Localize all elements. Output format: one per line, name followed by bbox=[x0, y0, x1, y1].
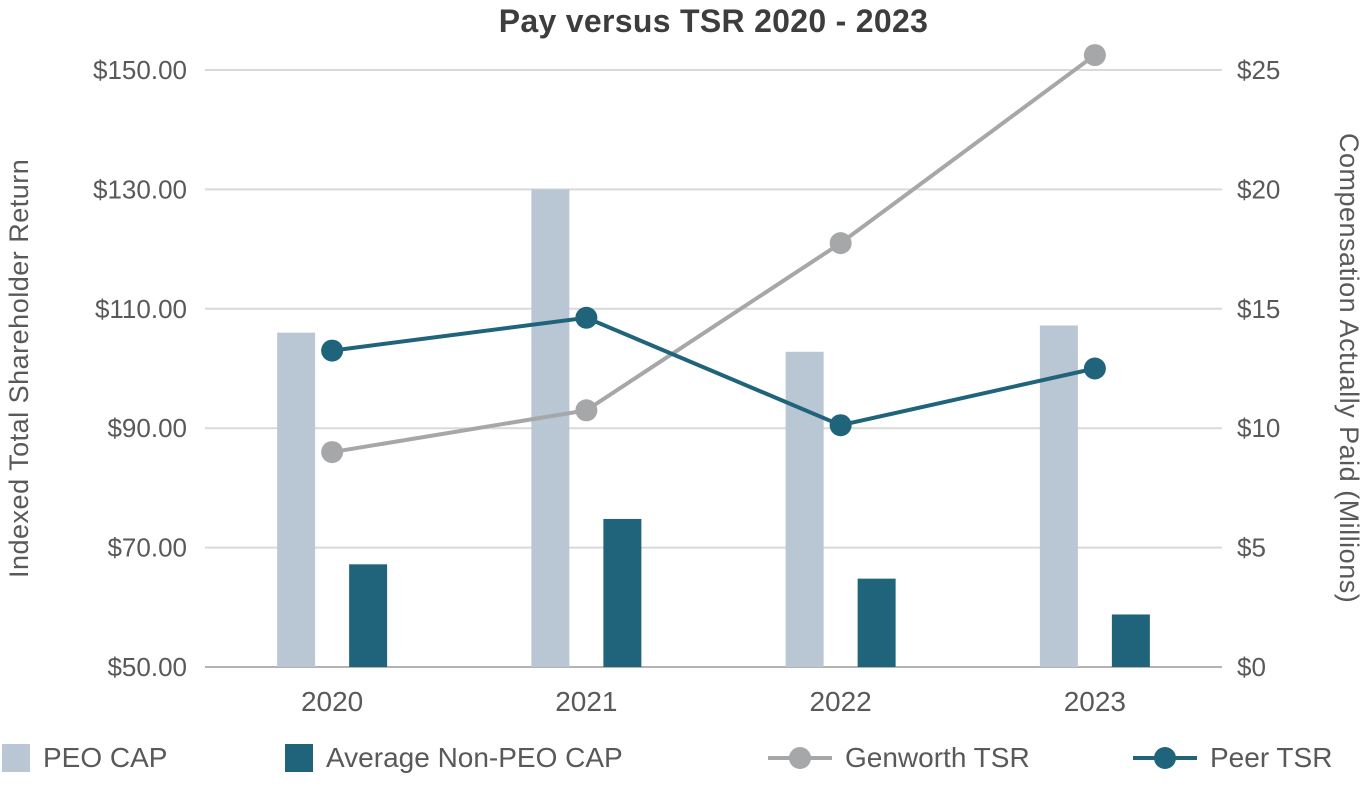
marker-peer-tsr bbox=[575, 306, 598, 329]
legend-item-average-non-peo-cap: Average Non-PEO CAP bbox=[285, 742, 623, 774]
marker-peer-tsr bbox=[829, 414, 852, 437]
marker-genworth-tsr bbox=[829, 232, 852, 255]
left-axis-tick-label: $50.00 bbox=[107, 652, 187, 682]
legend-line-marker-peer-tsr bbox=[1133, 744, 1197, 772]
bar-average-non-peo-cap bbox=[1111, 614, 1150, 667]
legend-swatch-peo-cap bbox=[2, 744, 30, 772]
left-axis-tick-label: $70.00 bbox=[107, 533, 187, 563]
left-axis-tick-label: $150.00 bbox=[93, 55, 187, 85]
bar-average-non-peo-cap bbox=[857, 578, 896, 667]
x-axis-tick-label: 2023 bbox=[1064, 686, 1126, 717]
legend-label-peo-cap: PEO CAP bbox=[43, 742, 168, 773]
x-axis-tick-label: 2021 bbox=[555, 686, 617, 717]
x-axis-tick-label: 2022 bbox=[809, 686, 871, 717]
bar-peo-cap bbox=[531, 189, 570, 667]
right-axis-tick-label: $20 bbox=[1237, 174, 1280, 204]
bar-average-non-peo-cap bbox=[603, 518, 642, 667]
right-axis-tick-label: $25 bbox=[1237, 55, 1280, 85]
bar-average-non-peo-cap bbox=[349, 564, 388, 667]
right-axis-tick-label: $15 bbox=[1237, 294, 1280, 324]
legend-item-peo-cap: PEO CAP bbox=[2, 742, 167, 774]
marker-peer-tsr bbox=[321, 339, 344, 362]
right-axis-title: Compensation Actually Paid (Millions) bbox=[1334, 133, 1364, 604]
right-axis-tick-label: $5 bbox=[1237, 533, 1266, 563]
x-axis-tick-label: 2020 bbox=[301, 686, 363, 717]
marker-genworth-tsr bbox=[1083, 44, 1106, 67]
legend-item-genworth-tsr: Genworth TSR bbox=[768, 742, 1030, 774]
left-axis-tick-label: $130.00 bbox=[93, 174, 187, 204]
marker-genworth-tsr bbox=[321, 441, 344, 464]
legend-label-genworth-tsr: Genworth TSR bbox=[845, 742, 1030, 773]
line-genworth-tsr bbox=[331, 53, 1097, 455]
bar-peo-cap bbox=[785, 351, 824, 667]
legend-swatch-average-non-peo-cap bbox=[285, 744, 313, 772]
line-peer-tsr bbox=[331, 315, 1096, 428]
legend-item-peer-tsr: Peer TSR bbox=[1133, 742, 1332, 774]
legend-label-peer-tsr: Peer TSR bbox=[1210, 742, 1333, 773]
left-axis-tick-label: $110.00 bbox=[95, 294, 187, 324]
left-axis-tick-label: $90.00 bbox=[107, 413, 187, 443]
right-axis-tick-label: $0 bbox=[1237, 652, 1266, 682]
bar-peo-cap bbox=[277, 332, 316, 667]
legend-label-average-non-peo-cap: Average Non-PEO CAP bbox=[326, 742, 623, 773]
legend-line-marker-genworth-tsr bbox=[768, 744, 832, 772]
marker-genworth-tsr bbox=[575, 399, 598, 422]
right-axis-tick-label: $10 bbox=[1237, 413, 1280, 443]
legend-dot-icon bbox=[1154, 747, 1176, 769]
marker-peer-tsr bbox=[1083, 357, 1106, 380]
bar-peo-cap bbox=[1039, 325, 1078, 667]
chart-title: Pay versus TSR 2020 - 2023 bbox=[498, 3, 929, 39]
legend-dot-icon bbox=[789, 747, 811, 769]
left-axis-title: Indexed Total Shareholder Return bbox=[4, 158, 34, 579]
